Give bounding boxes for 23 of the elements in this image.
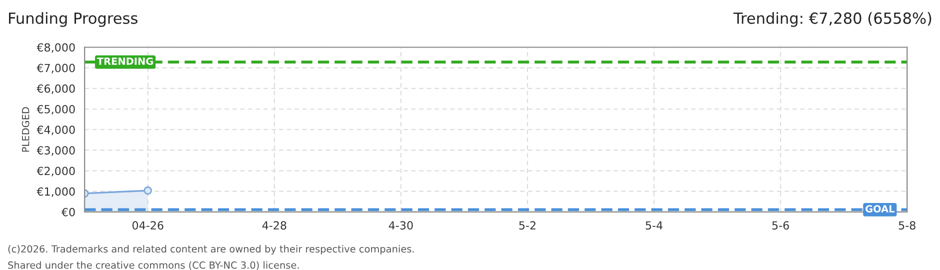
y-tick-label: €6,000 xyxy=(36,84,75,94)
x-tick-label: 4-30 xyxy=(388,221,413,230)
ref-line-label: TRENDING xyxy=(96,58,153,65)
y-tick-label: €8,000 xyxy=(36,43,75,53)
ref-line-label: GOAL xyxy=(866,205,894,212)
y-tick-label: €5,000 xyxy=(36,104,75,115)
x-tick-label: 5-4 xyxy=(646,221,662,230)
text: Shared under the creative commons (CC BY-NC 3.0) license. xyxy=(8,261,299,270)
y-tick-label: €2,000 xyxy=(36,166,75,176)
y-tick-label: €7,000 xyxy=(36,64,75,74)
x-tick-label: 4-28 xyxy=(262,221,286,230)
x-tick-label: 5-6 xyxy=(772,221,789,230)
text: Trending: €7,280 (6558%) xyxy=(733,12,932,27)
x-tick-label: 5-2 xyxy=(519,221,536,230)
x-tick-label: 04-26 xyxy=(132,221,164,230)
text: (c)2026. Trademarks and related content are owned by their respective companies. xyxy=(8,245,414,254)
y-tick-label: €0 xyxy=(61,208,75,216)
y-tick-label: €1,000 xyxy=(36,187,75,197)
y-axis-title: PLEDGED xyxy=(22,107,30,152)
chart-title: Funding Progress xyxy=(9,12,138,27)
y-tick-label: €3,000 xyxy=(36,146,75,156)
x-tick-label: 5-8 xyxy=(898,221,916,230)
y-tick-label: €4,000 xyxy=(36,126,75,136)
